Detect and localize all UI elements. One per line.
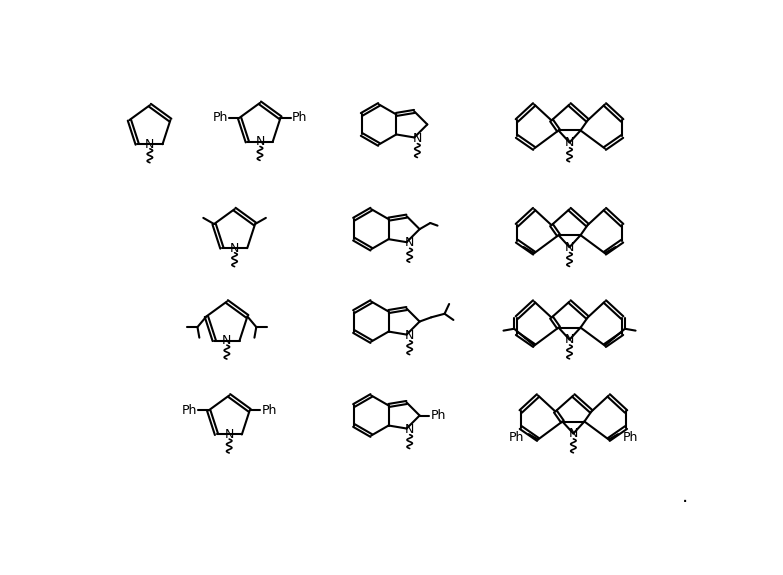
Text: N: N [405, 236, 414, 250]
Text: Ph: Ph [182, 404, 197, 417]
Text: N: N [145, 137, 154, 151]
Text: N: N [230, 242, 240, 255]
Text: N: N [568, 427, 578, 440]
Text: N: N [565, 241, 574, 254]
Text: Ph: Ph [622, 431, 638, 444]
Text: N: N [405, 423, 414, 436]
Text: Ph: Ph [262, 404, 276, 417]
Text: N: N [225, 428, 234, 441]
Text: N: N [405, 329, 414, 342]
Text: N: N [255, 135, 265, 148]
Text: N: N [413, 132, 422, 145]
Text: Ph: Ph [509, 431, 524, 444]
Text: Ph: Ph [431, 409, 446, 422]
Text: N: N [565, 333, 574, 346]
Text: N: N [565, 136, 574, 149]
Text: Ph: Ph [212, 112, 228, 124]
Text: .: . [682, 487, 688, 506]
Text: N: N [222, 334, 232, 347]
Text: Ph: Ph [292, 112, 308, 124]
